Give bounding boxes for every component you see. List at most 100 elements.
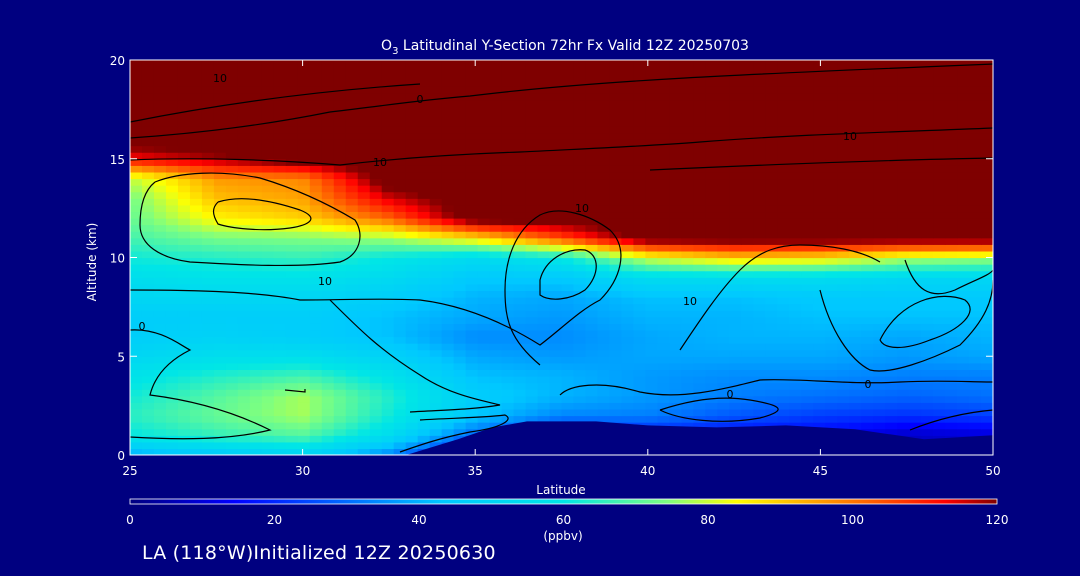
field-cell	[561, 310, 575, 318]
field-cell	[477, 290, 491, 298]
field-cell	[765, 191, 778, 199]
field-cell	[633, 277, 647, 285]
field-cell	[681, 66, 694, 74]
field-cell	[489, 310, 503, 318]
field-cell	[130, 356, 143, 364]
field-cell	[309, 428, 323, 436]
field-cell	[417, 178, 431, 186]
field-cell	[909, 343, 922, 351]
field-cell	[789, 191, 802, 199]
field-cell	[237, 158, 251, 166]
field-cell	[465, 382, 479, 390]
field-cell	[477, 60, 491, 68]
field-cell	[201, 158, 215, 166]
field-cell	[441, 204, 455, 213]
field-cell	[765, 171, 778, 180]
field-cell	[285, 145, 299, 153]
field-cell	[717, 402, 730, 410]
field-cell	[969, 165, 982, 173]
field-cell	[873, 428, 886, 436]
field-cell	[873, 389, 886, 397]
field-cell	[753, 185, 766, 193]
field-cell	[165, 428, 179, 436]
field-cell	[249, 99, 263, 107]
field-cell	[513, 106, 527, 114]
field-cell	[741, 224, 754, 232]
field-cell	[357, 191, 371, 199]
field-cell	[789, 198, 802, 206]
field-cell	[225, 66, 239, 74]
field-cell	[825, 343, 838, 351]
field-cell	[213, 191, 227, 199]
field-cell	[237, 191, 251, 199]
field-cell	[201, 323, 215, 331]
field-cell	[597, 191, 611, 199]
field-cell	[153, 244, 167, 252]
field-cell	[849, 415, 862, 423]
field-cell	[177, 224, 191, 232]
field-cell	[921, 119, 934, 127]
field-cell	[429, 66, 443, 74]
field-cell	[501, 362, 515, 371]
field-cell	[525, 185, 539, 193]
field-cell	[213, 99, 227, 107]
field-cell	[813, 112, 826, 120]
field-cell	[237, 79, 251, 87]
field-cell	[201, 362, 215, 371]
field-cell	[561, 165, 575, 173]
field-cell	[645, 112, 658, 120]
field-cell	[777, 250, 790, 259]
field-cell	[525, 73, 539, 81]
field-cell	[465, 112, 479, 120]
field-cell	[525, 178, 539, 186]
field-cell	[321, 316, 335, 324]
field-cell	[369, 86, 383, 94]
field-cell	[321, 395, 335, 403]
field-cell	[813, 297, 826, 305]
field-cell	[513, 185, 527, 193]
field-cell	[489, 66, 503, 74]
field-cell	[285, 402, 299, 410]
field-cell	[177, 106, 191, 114]
field-cell	[189, 362, 203, 371]
field-cell	[789, 277, 802, 285]
field-cell	[465, 79, 479, 87]
field-cell	[297, 86, 311, 94]
field-cell	[885, 125, 898, 134]
field-cell	[789, 224, 802, 232]
field-cell	[693, 165, 706, 173]
field-cell	[213, 244, 227, 252]
field-cell	[201, 257, 215, 265]
field-cell	[873, 422, 886, 430]
field-cell	[609, 231, 623, 239]
field-cell	[477, 178, 491, 186]
field-cell	[513, 119, 527, 127]
field-cell	[765, 343, 778, 351]
field-cell	[825, 290, 838, 298]
field-cell	[633, 152, 647, 160]
field-cell	[717, 86, 730, 94]
field-cell	[261, 264, 275, 272]
field-cell	[873, 323, 886, 331]
field-cell	[981, 349, 993, 357]
field-cell	[369, 106, 383, 114]
field-cell	[981, 250, 993, 259]
contour-line	[819, 279, 993, 372]
field-cell	[597, 395, 611, 403]
field-cell	[417, 99, 431, 107]
field-cell	[417, 290, 431, 298]
field-cell	[633, 60, 647, 68]
field-cell	[225, 185, 239, 193]
field-cell	[561, 244, 575, 252]
field-cell	[165, 73, 179, 81]
field-cell	[777, 86, 790, 94]
field-cell	[873, 362, 886, 371]
field-cell	[189, 139, 203, 147]
field-cell	[705, 152, 718, 160]
field-cell	[513, 376, 527, 384]
field-cell	[825, 178, 838, 186]
field-cell	[225, 191, 239, 199]
field-cell	[393, 362, 407, 371]
field-cell	[873, 204, 886, 213]
contour-label: 10	[575, 202, 589, 215]
